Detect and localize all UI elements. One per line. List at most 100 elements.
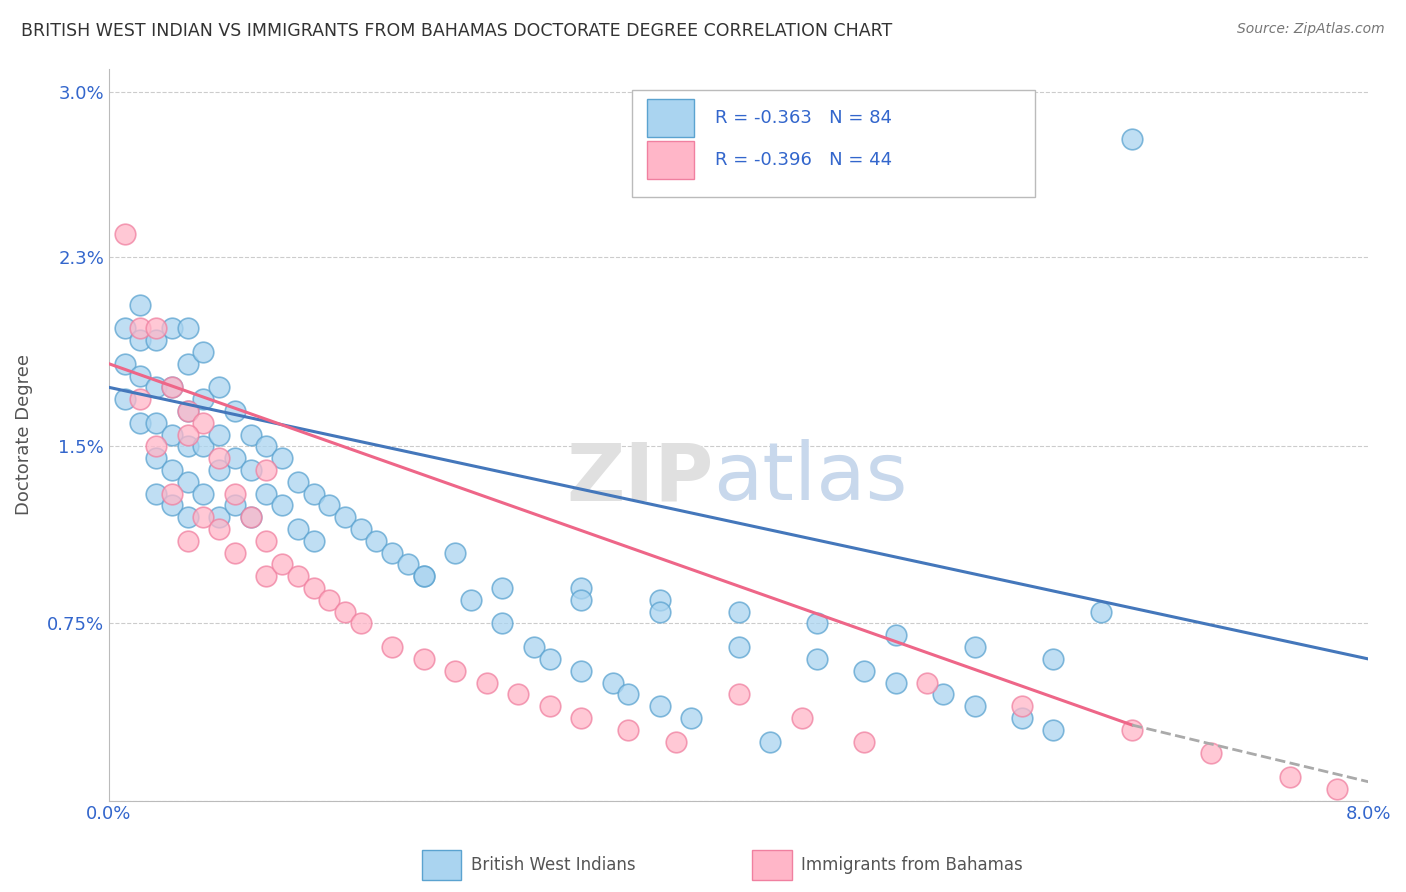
Point bbox=[1278, 770, 1301, 784]
Point bbox=[239, 463, 262, 477]
Point bbox=[129, 416, 152, 430]
Text: Source: ZipAtlas.com: Source: ZipAtlas.com bbox=[1237, 22, 1385, 37]
Point bbox=[381, 640, 404, 654]
Point bbox=[239, 510, 262, 524]
Point bbox=[648, 699, 671, 714]
Point bbox=[129, 298, 152, 312]
Point bbox=[1042, 652, 1064, 666]
Point bbox=[1121, 132, 1143, 146]
Point bbox=[333, 605, 356, 619]
Point bbox=[193, 510, 215, 524]
Point bbox=[176, 533, 198, 548]
Point bbox=[963, 640, 986, 654]
Point bbox=[884, 628, 907, 642]
Point bbox=[350, 522, 373, 536]
Text: R = -0.396   N = 44: R = -0.396 N = 44 bbox=[714, 151, 891, 169]
Point bbox=[884, 675, 907, 690]
Point bbox=[350, 616, 373, 631]
Point bbox=[302, 486, 325, 500]
Point bbox=[1326, 781, 1348, 796]
Point bbox=[254, 439, 277, 453]
Point bbox=[114, 392, 136, 406]
Point bbox=[665, 734, 688, 748]
Point bbox=[569, 581, 592, 595]
Point bbox=[224, 404, 246, 418]
Point bbox=[569, 593, 592, 607]
Point bbox=[475, 675, 498, 690]
Point bbox=[853, 664, 876, 678]
Point bbox=[239, 510, 262, 524]
Point bbox=[381, 546, 404, 560]
Point bbox=[681, 711, 703, 725]
Point bbox=[648, 593, 671, 607]
Point bbox=[239, 427, 262, 442]
Point bbox=[193, 439, 215, 453]
Point bbox=[193, 345, 215, 359]
Point bbox=[287, 475, 309, 489]
Point bbox=[208, 510, 231, 524]
Point bbox=[176, 510, 198, 524]
Point bbox=[569, 664, 592, 678]
Point bbox=[254, 533, 277, 548]
Point bbox=[523, 640, 546, 654]
Point bbox=[806, 616, 828, 631]
Point bbox=[160, 380, 183, 394]
Point bbox=[412, 652, 434, 666]
Point bbox=[145, 380, 167, 394]
Point bbox=[145, 321, 167, 335]
Point bbox=[193, 486, 215, 500]
Point bbox=[460, 593, 482, 607]
Point bbox=[129, 392, 152, 406]
Text: Immigrants from Bahamas: Immigrants from Bahamas bbox=[801, 856, 1024, 874]
Point bbox=[806, 652, 828, 666]
Text: British West Indians: British West Indians bbox=[471, 856, 636, 874]
Point bbox=[491, 616, 513, 631]
Point bbox=[271, 499, 294, 513]
Point bbox=[224, 486, 246, 500]
Point bbox=[853, 734, 876, 748]
Point bbox=[790, 711, 813, 725]
Point bbox=[508, 687, 530, 701]
Point bbox=[444, 546, 467, 560]
Text: atlas: atlas bbox=[713, 440, 908, 517]
Text: R = -0.363   N = 84: R = -0.363 N = 84 bbox=[714, 110, 891, 128]
FancyBboxPatch shape bbox=[647, 141, 695, 179]
Point bbox=[1121, 723, 1143, 737]
Point bbox=[160, 427, 183, 442]
Point bbox=[176, 475, 198, 489]
Point bbox=[538, 652, 561, 666]
Point bbox=[193, 392, 215, 406]
Point bbox=[224, 451, 246, 466]
Point bbox=[396, 558, 419, 572]
Point bbox=[759, 734, 782, 748]
Point bbox=[224, 546, 246, 560]
Point bbox=[271, 558, 294, 572]
Point bbox=[160, 499, 183, 513]
Point bbox=[727, 640, 749, 654]
Point bbox=[176, 404, 198, 418]
Point bbox=[254, 569, 277, 583]
Point bbox=[193, 416, 215, 430]
Point bbox=[412, 569, 434, 583]
Point bbox=[287, 522, 309, 536]
Point bbox=[208, 451, 231, 466]
Point bbox=[176, 357, 198, 371]
Point bbox=[114, 227, 136, 241]
Point bbox=[366, 533, 388, 548]
Point bbox=[145, 451, 167, 466]
Point bbox=[302, 581, 325, 595]
FancyBboxPatch shape bbox=[631, 90, 1035, 196]
Point bbox=[1199, 747, 1222, 761]
Point bbox=[114, 357, 136, 371]
Point bbox=[160, 463, 183, 477]
Point bbox=[208, 522, 231, 536]
Point bbox=[114, 321, 136, 335]
Y-axis label: Doctorate Degree: Doctorate Degree bbox=[15, 354, 32, 515]
Point bbox=[254, 463, 277, 477]
Point bbox=[569, 711, 592, 725]
Point bbox=[176, 427, 198, 442]
Point bbox=[129, 368, 152, 383]
Point bbox=[224, 499, 246, 513]
Point bbox=[491, 581, 513, 595]
Point bbox=[145, 416, 167, 430]
